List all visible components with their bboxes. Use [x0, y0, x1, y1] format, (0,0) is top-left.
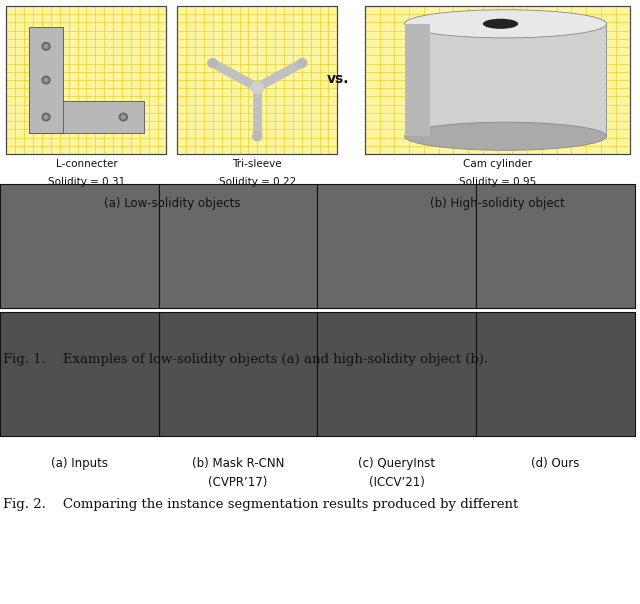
Circle shape	[298, 59, 307, 68]
Bar	[0, 184, 159, 308]
Text: Solidity = 0.95: Solidity = 0.95	[459, 177, 536, 187]
Circle shape	[253, 132, 262, 141]
Text: L-connecter: L-connecter	[56, 159, 117, 169]
Text: (CVPR’17): (CVPR’17)	[209, 476, 268, 489]
Text: (a) Low-solidity objects: (a) Low-solidity objects	[104, 197, 240, 210]
Text: (b) Mask R-CNN: (b) Mask R-CNN	[192, 457, 284, 471]
Text: Cam cylinder: Cam cylinder	[463, 159, 532, 169]
Bar	[404, 24, 430, 137]
Circle shape	[119, 114, 127, 121]
Text: (ICCV’21): (ICCV’21)	[369, 476, 425, 489]
Bar	[404, 24, 607, 137]
Bar	[365, 6, 630, 154]
Circle shape	[122, 115, 125, 119]
Circle shape	[208, 59, 217, 68]
Bar	[0, 312, 159, 436]
Bar	[159, 184, 317, 308]
Text: (a) Inputs: (a) Inputs	[51, 457, 108, 471]
Circle shape	[42, 76, 50, 84]
Text: Solidity = 0.31: Solidity = 0.31	[48, 177, 125, 187]
Bar	[476, 184, 635, 308]
Ellipse shape	[483, 19, 518, 29]
Ellipse shape	[404, 10, 607, 38]
Circle shape	[44, 45, 48, 48]
Text: Tri-sleeve: Tri-sleeve	[232, 159, 282, 169]
Text: Fig. 2.    Comparing the instance segmentation results produced by different: Fig. 2. Comparing the instance segmentat…	[3, 498, 518, 512]
Text: vs.: vs.	[326, 71, 349, 86]
Text: (d) Ours: (d) Ours	[531, 457, 580, 471]
Circle shape	[44, 115, 48, 119]
Bar	[317, 184, 476, 308]
Text: (c) QueryInst: (c) QueryInst	[358, 457, 435, 471]
Circle shape	[42, 114, 50, 121]
Text: Solidity = 0.22: Solidity = 0.22	[219, 177, 296, 187]
Text: (b) High-solidity object: (b) High-solidity object	[430, 197, 565, 210]
Bar	[6, 6, 166, 154]
Bar	[29, 27, 63, 133]
Ellipse shape	[404, 122, 607, 150]
Bar	[177, 6, 337, 154]
Circle shape	[251, 82, 264, 93]
Bar	[29, 101, 144, 133]
Bar	[6, 6, 166, 154]
Text: Fig. 1.    Examples of low-solidity objects (a) and high-solidity object (b).: Fig. 1. Examples of low-solidity objects…	[3, 353, 488, 367]
Circle shape	[42, 42, 50, 50]
Bar	[159, 312, 317, 436]
Bar	[177, 6, 337, 154]
Bar	[317, 312, 476, 436]
Bar	[476, 312, 635, 436]
Bar	[365, 6, 630, 154]
Circle shape	[44, 78, 48, 82]
